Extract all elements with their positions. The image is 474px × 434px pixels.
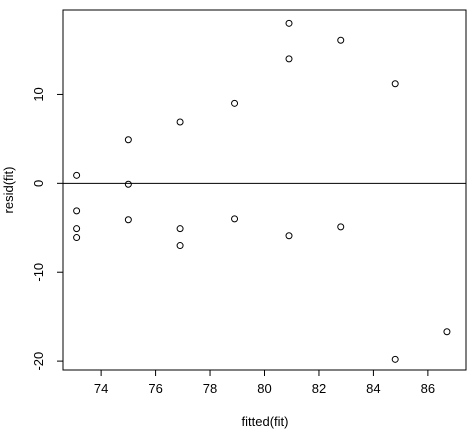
x-axis: 74 76 78 80 82 84 86 — [94, 369, 435, 396]
data-point — [337, 36, 345, 44]
data-point — [176, 242, 184, 250]
x-tick-label: 86 — [421, 381, 435, 396]
y-tick-label: -20 — [31, 352, 46, 371]
x-tick-label: 80 — [257, 381, 271, 396]
data-point — [124, 180, 132, 188]
data-point — [231, 99, 239, 107]
data-point — [73, 234, 81, 242]
y-axis-label: resid(fit) — [1, 167, 16, 214]
data-point — [231, 215, 239, 223]
data-point — [285, 19, 293, 27]
y-tick-label: 10 — [31, 87, 46, 101]
x-tick-label: 76 — [148, 381, 162, 396]
y-tick-label: 0 — [31, 180, 46, 187]
data-point — [124, 216, 132, 224]
x-tick-label: 78 — [203, 381, 217, 396]
data-point — [176, 225, 184, 233]
x-tick-label: 82 — [312, 381, 326, 396]
data-point — [285, 232, 293, 240]
data-point — [124, 136, 132, 144]
x-axis-label: fitted(fit) — [242, 414, 289, 429]
data-point — [391, 355, 399, 363]
data-point — [73, 207, 81, 215]
data-point — [337, 223, 345, 231]
plot-frame — [62, 9, 467, 371]
data-point — [285, 55, 293, 63]
data-point — [443, 328, 451, 336]
y-axis: -20 -10 0 10 — [31, 87, 64, 371]
x-tick-label: 74 — [94, 381, 108, 396]
x-tick-label: 84 — [366, 381, 380, 396]
data-point — [73, 171, 81, 179]
data-point — [391, 80, 399, 88]
data-point — [73, 225, 81, 233]
data-point — [176, 118, 184, 126]
data-points — [73, 19, 451, 363]
y-tick-label: -10 — [31, 263, 46, 282]
